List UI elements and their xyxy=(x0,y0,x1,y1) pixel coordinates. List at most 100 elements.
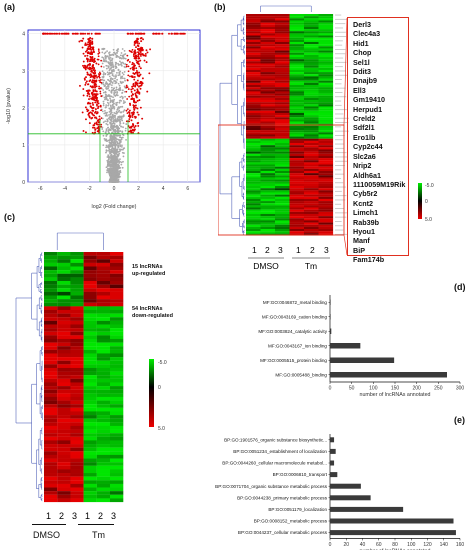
volcano-point xyxy=(119,120,122,123)
volcano-point xyxy=(111,141,114,143)
volcano-point xyxy=(127,88,130,90)
b-col-4: 1 xyxy=(296,245,301,255)
heatmap-c-cell xyxy=(110,291,124,296)
heatmap-c-cell xyxy=(70,320,84,325)
volcano-point xyxy=(131,114,134,117)
heatmap-c-cell xyxy=(44,462,58,466)
volcano-point xyxy=(92,72,95,74)
volcano-point xyxy=(106,50,108,53)
heatmap-b-row-label xyxy=(335,169,342,171)
heatmap-b-cell xyxy=(246,127,261,131)
volcano-point xyxy=(107,79,110,82)
heatmap-b-cell xyxy=(318,31,334,34)
heatmap-b-cell xyxy=(275,188,290,191)
volcano-ytick: 3 xyxy=(22,69,25,75)
volcano-point xyxy=(67,32,70,35)
volcano-point xyxy=(113,166,115,169)
volcano-point xyxy=(117,146,120,149)
volcano-point xyxy=(102,66,105,68)
heatmap-c-cell xyxy=(44,255,58,260)
heatmap-c-cell xyxy=(96,273,111,278)
heatmap-b-row-label xyxy=(335,109,347,111)
heatmap-b-cell xyxy=(260,14,276,17)
volcano-point xyxy=(116,78,119,81)
volcano-point xyxy=(132,55,135,57)
volcano-point xyxy=(109,108,112,111)
volcano-point xyxy=(134,116,137,119)
heatmap-b-cell xyxy=(304,203,319,206)
volcano-point xyxy=(115,181,117,183)
volcano-point xyxy=(91,102,94,104)
heatmap-b-cell xyxy=(260,46,276,49)
heatmap-b-cell xyxy=(260,224,276,227)
volcano-point xyxy=(176,32,179,35)
heatmap-c-cell xyxy=(57,451,71,455)
heatmap-c-cell xyxy=(70,436,84,441)
volcano-point xyxy=(100,123,103,126)
heatmap-c-cell xyxy=(57,422,71,427)
heatmap-c-cell xyxy=(110,382,124,387)
heatmap-b-cell xyxy=(304,158,319,161)
heatmap-b-cell xyxy=(318,218,334,221)
bar xyxy=(330,299,331,305)
heatmap-b-cell xyxy=(246,177,261,180)
bar-chart-e: BP:GO:1901576_organic substance biosynth… xyxy=(215,434,464,550)
volcano-point xyxy=(114,144,117,147)
volcano-point xyxy=(48,32,51,35)
heatmap-b-cell xyxy=(304,177,319,180)
heatmap-b-cell xyxy=(318,18,334,21)
heatmap-b-cell xyxy=(275,229,290,232)
gene-label: Slc2a6 xyxy=(353,151,376,161)
heatmap-c-cell xyxy=(83,433,97,437)
volcano-point xyxy=(132,111,135,114)
volcano-point xyxy=(121,89,124,92)
heatmap-b-cell xyxy=(275,22,290,25)
heatmap-c-cell xyxy=(57,473,71,477)
volcano-point xyxy=(115,74,117,77)
heatmap-b-cell xyxy=(246,233,261,236)
volcano-point xyxy=(82,88,85,90)
heatmap-b-cell xyxy=(275,173,290,176)
volcano-point xyxy=(110,165,113,167)
heatmap-c-cell xyxy=(70,378,84,383)
heatmap-c-cell xyxy=(44,436,58,441)
heatmap-c-cell xyxy=(70,487,84,492)
volcano-point xyxy=(110,155,113,157)
volcano-point xyxy=(142,38,145,41)
heatmap-b-cell xyxy=(246,117,261,120)
heatmap-b-cell xyxy=(246,158,261,161)
heatmap-b-cell xyxy=(246,205,261,208)
volcano-point xyxy=(117,74,120,77)
heatmap-b-cell xyxy=(246,134,261,137)
volcano-point xyxy=(112,48,115,51)
heatmap-b-cell xyxy=(275,160,290,163)
heatmap-b-row-label xyxy=(335,18,347,20)
volcano-point xyxy=(106,171,108,174)
volcano-point xyxy=(108,160,111,163)
heatmap-c-cell xyxy=(44,273,58,278)
volcano-point xyxy=(131,85,134,88)
heatmap-c-cell xyxy=(83,494,97,499)
volcano-point xyxy=(128,61,131,63)
volcano-point xyxy=(119,80,122,83)
volcano-point xyxy=(128,114,131,117)
volcano-point xyxy=(105,95,108,98)
heatmap-b-cell xyxy=(275,100,290,103)
volcano-point xyxy=(114,52,117,55)
heatmap-b-cell xyxy=(275,203,290,206)
heatmap-c-cell xyxy=(110,252,124,256)
heatmap-c-cell xyxy=(44,371,58,376)
volcano-point xyxy=(53,32,56,35)
volcano-point xyxy=(109,121,111,124)
volcano-point xyxy=(120,145,123,148)
volcano-point xyxy=(118,124,121,127)
heatmap-b-cell xyxy=(304,117,319,120)
heatmap-c-cell xyxy=(44,331,58,336)
heatmap-c-cell xyxy=(110,299,124,303)
heatmap-b-cell xyxy=(318,63,334,66)
volcano-point xyxy=(121,77,124,80)
volcano-point xyxy=(119,54,122,57)
heatmap-b-cell xyxy=(260,48,276,51)
gene-label: Fam174b xyxy=(353,255,385,265)
heatmap-b-cell xyxy=(246,93,261,96)
